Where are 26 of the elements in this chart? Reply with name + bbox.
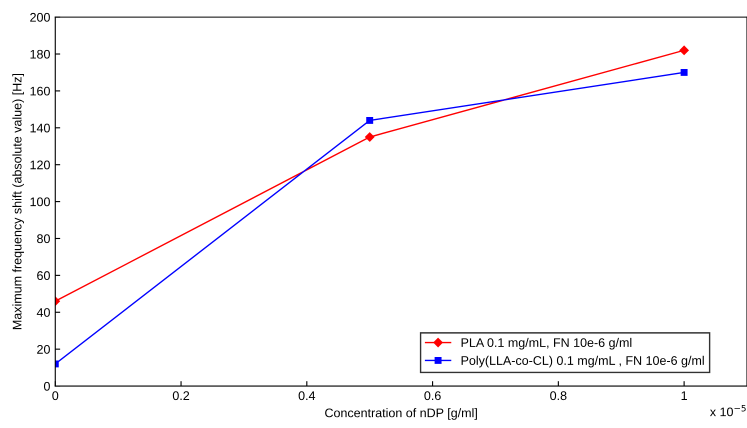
x-axis-title: Concentration of nDP [g/ml] [325,408,477,420]
y-tick-label: 60 [37,271,50,280]
y-tick-label: 120 [30,160,50,170]
x-tick-label: 0.8 [550,391,566,400]
text: x 10$^{−5}$ [710,405,746,416]
y-tick-label: 160 [30,86,50,96]
y-tick-label: 100 [30,197,50,206]
x-tick-label: 0.4 [298,391,316,400]
point [680,68,688,76]
y-tick-label: 80 [37,234,50,244]
y-axis-title: Maximum frequency shift (absolute value) [Hz] [12,74,24,330]
x-tick-label: 0.6 [424,391,441,400]
y-tick-label: 0 [44,382,50,391]
y-tick-label: 40 [36,308,50,317]
x-tick-label: 0.2 [172,391,190,400]
y-tick-label: 180 [30,50,50,59]
x-tick-label: 1 [682,391,687,400]
y-tick-label: 20 [37,344,50,354]
point [366,116,374,124]
point [365,132,374,142]
x-tick-label: 0 [52,391,58,400]
point [679,46,689,55]
legend-label: Poly(LLA-co-CL) 0.1 mg/mL , FN 10e-6 g/ml [462,356,704,368]
legend-label: PLA 0.1 mg/mL, FN 10e-6 g/ml [462,338,632,350]
y-tick-label: 140 [30,124,50,132]
y-tick-label: 200 [30,12,50,22]
